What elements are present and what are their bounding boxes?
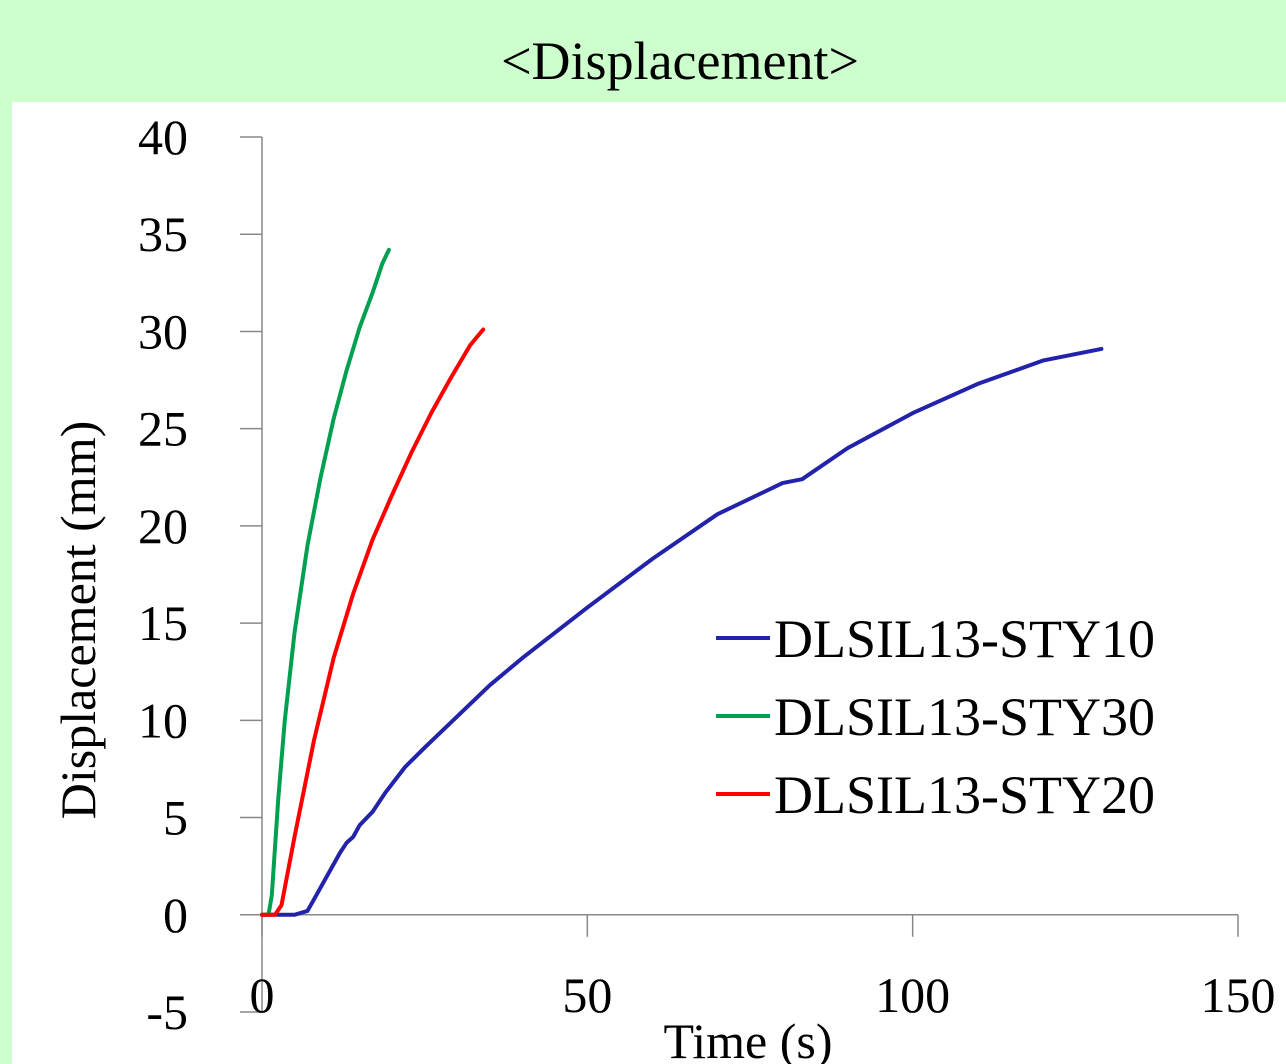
chart-title: <Displacement> (501, 31, 859, 91)
x-tick-label: 100 (875, 967, 950, 1023)
y-tick-label: 10 (138, 692, 188, 748)
plot-panel (12, 102, 1286, 1064)
y-tick-label: 40 (138, 109, 188, 165)
y-tick-label: 30 (138, 303, 188, 359)
x-tick-label: 150 (1201, 967, 1276, 1023)
y-tick-label: -5 (146, 984, 188, 1040)
y-tick-label: 5 (163, 790, 188, 846)
legend-label: DLSIL13-STY30 (774, 687, 1155, 747)
legend-label: DLSIL13-STY20 (774, 765, 1155, 825)
legend: DLSIL13-STY10 DLSIL13-STY30 DLSIL13-STY20 (716, 609, 1155, 825)
series-lines (260, 247, 1104, 917)
y-tick-label: 0 (163, 887, 188, 943)
series-line-dlsil13-sty20 (260, 327, 486, 917)
x-axis-title: Time (s) (663, 1013, 832, 1064)
x-tick-label: 50 (562, 967, 612, 1023)
y-tick-label: 15 (138, 595, 188, 651)
y-tick-label: 35 (138, 206, 188, 262)
legend-label: DLSIL13-STY10 (774, 609, 1155, 669)
series-line-dlsil13-sty30 (260, 247, 391, 917)
y-axis-title: Displacement (mm) (50, 421, 106, 820)
series-line-dlsil13-sty10 (260, 346, 1104, 917)
y-tick-label: 20 (138, 498, 188, 554)
y-tick-label: 25 (138, 401, 188, 457)
x-tick-label: 0 (250, 967, 275, 1023)
